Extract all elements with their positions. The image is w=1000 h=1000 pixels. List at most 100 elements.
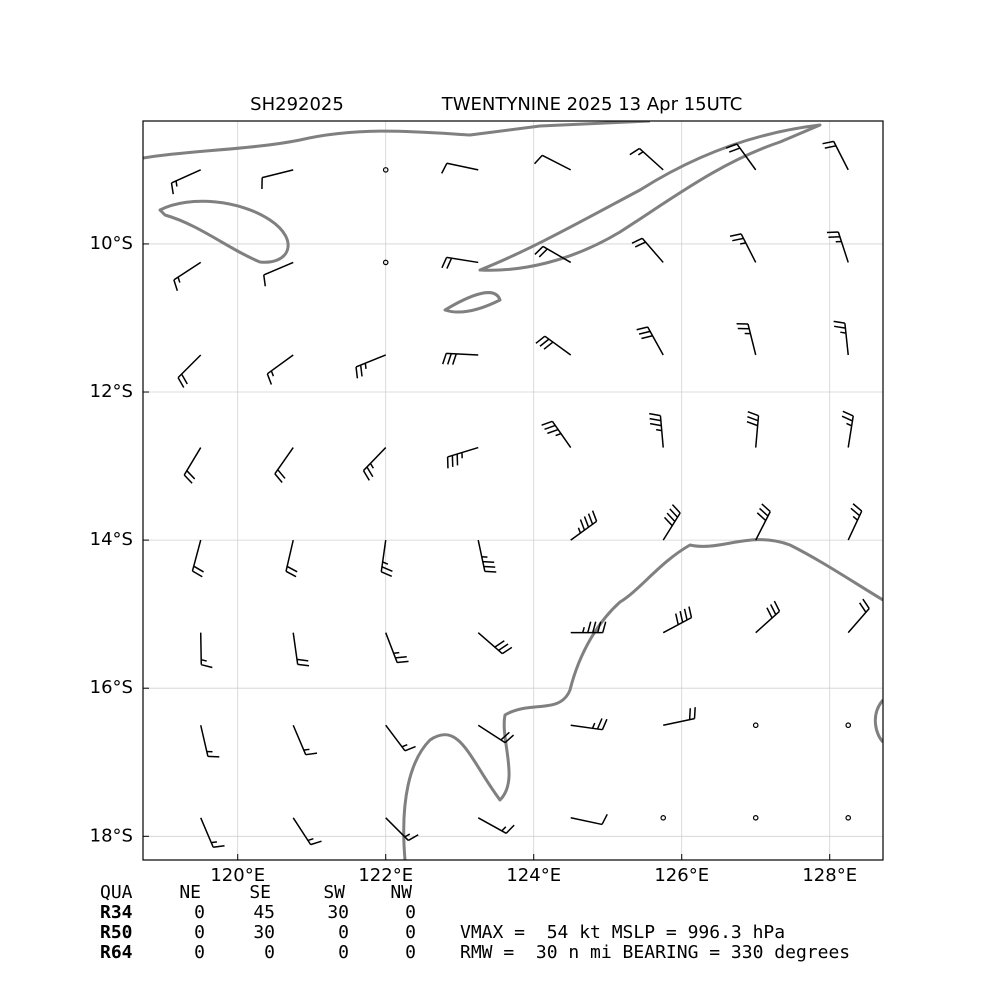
wind-barb — [649, 412, 664, 448]
coastlines — [143, 121, 883, 860]
wind-barb — [736, 322, 757, 356]
wind-barb — [841, 410, 854, 448]
grid — [143, 121, 883, 860]
wind-barb — [191, 539, 204, 578]
rmw-info: RMW = 30 n mi BEARING = 330 degrees — [460, 942, 850, 963]
wind-barb — [636, 326, 664, 356]
table-header: SW — [323, 882, 345, 903]
table-cell: 0 — [405, 942, 416, 963]
wind-barb — [755, 503, 771, 541]
wind-barb — [173, 261, 202, 291]
wind-barb — [385, 632, 409, 664]
wind-barb — [662, 504, 681, 541]
wind-barb — [183, 447, 202, 484]
table-cell: 0 — [338, 942, 349, 963]
table-header: NW — [390, 882, 412, 903]
coastline — [402, 538, 883, 860]
wind-barb — [292, 724, 318, 756]
wind-barb — [199, 725, 220, 758]
coastline — [873, 699, 883, 744]
calm-marker — [382, 259, 389, 266]
wind-barb — [833, 320, 849, 356]
wind-barb — [200, 817, 225, 848]
calm-marker — [845, 814, 852, 821]
calm-marker — [752, 814, 759, 821]
table-cell: 0 — [194, 942, 205, 963]
wind-barb — [477, 539, 497, 573]
wind-barb — [725, 143, 757, 171]
wind-barb — [177, 354, 202, 388]
storm-id: SH292025 — [250, 94, 344, 115]
wind-barbs — [170, 140, 870, 848]
table-cell: 0 — [405, 922, 416, 943]
coastline — [158, 199, 290, 264]
wind-barb — [477, 632, 513, 655]
row-label: R64 — [100, 942, 133, 963]
wind-barb — [362, 447, 387, 481]
wind-barb — [446, 446, 479, 469]
coastline — [443, 291, 502, 314]
wind-barb — [662, 606, 693, 634]
table-header: SE — [249, 882, 271, 903]
table-cell: 0 — [194, 922, 205, 943]
table-cell: 0 — [264, 942, 275, 963]
y-tick-label: 10°S — [90, 233, 133, 254]
wind-barb — [534, 245, 572, 264]
wind-barb — [261, 169, 294, 190]
wind-barb — [385, 724, 416, 752]
coastline — [143, 121, 651, 160]
wind-barb — [266, 354, 294, 385]
y-tick-label: 16°S — [90, 677, 133, 698]
x-tick-label: 120°E — [210, 865, 265, 886]
wind-barb — [847, 598, 870, 634]
wind-barb — [263, 261, 294, 287]
map-frame — [142, 120, 884, 861]
wind-barb — [663, 707, 696, 726]
chart-title: TWENTYNINE 2025 13 Apr 15UTC — [441, 94, 743, 115]
wind-barb — [826, 231, 849, 263]
table-header: NE — [179, 882, 201, 903]
calm-marker — [845, 722, 852, 729]
wind-barb — [570, 813, 608, 826]
wind-barb — [541, 420, 572, 448]
wind-barb — [746, 411, 760, 448]
wind-barb — [441, 352, 479, 365]
table-cell: 0 — [338, 922, 349, 943]
x-tick-label: 126°E — [654, 865, 709, 886]
intensity-info: VMAX = 54 kt MSLP = 996.3 hPa — [460, 922, 785, 943]
table-cell: 45 — [253, 902, 275, 923]
wind-barb — [631, 237, 664, 263]
wind-barb — [441, 256, 479, 269]
wind-barb — [533, 154, 572, 171]
wind-barb — [477, 724, 515, 744]
wind-barb — [629, 147, 664, 171]
calm-marker — [752, 722, 759, 729]
wind-barb — [570, 718, 608, 731]
y-tick-label: 14°S — [90, 529, 133, 550]
wind-barb — [847, 503, 863, 541]
x-tick-label: 128°E — [802, 865, 857, 886]
wind-barb — [570, 621, 607, 634]
row-label: R34 — [100, 902, 133, 923]
wind-barb — [285, 539, 298, 578]
wind-barb — [292, 632, 310, 667]
x-tick-label: 122°E — [358, 865, 413, 886]
wind-barb — [292, 817, 322, 846]
y-tick-label: 12°S — [90, 381, 133, 402]
calm-marker — [382, 167, 389, 173]
y-tick-label: 18°S — [90, 825, 133, 846]
wind-barb — [441, 162, 479, 174]
wind-barb — [199, 632, 213, 669]
wind-barb — [755, 600, 781, 634]
x-tick-label: 124°E — [506, 865, 561, 886]
table-cell: 30 — [253, 922, 275, 943]
table-cell: 0 — [194, 902, 205, 923]
wind-barb — [729, 233, 757, 263]
table-header: QUA — [100, 882, 133, 903]
wind-barb — [477, 817, 515, 834]
wind-barb — [380, 540, 393, 577]
table-cell: 30 — [327, 902, 349, 923]
wind-barb — [822, 140, 849, 171]
